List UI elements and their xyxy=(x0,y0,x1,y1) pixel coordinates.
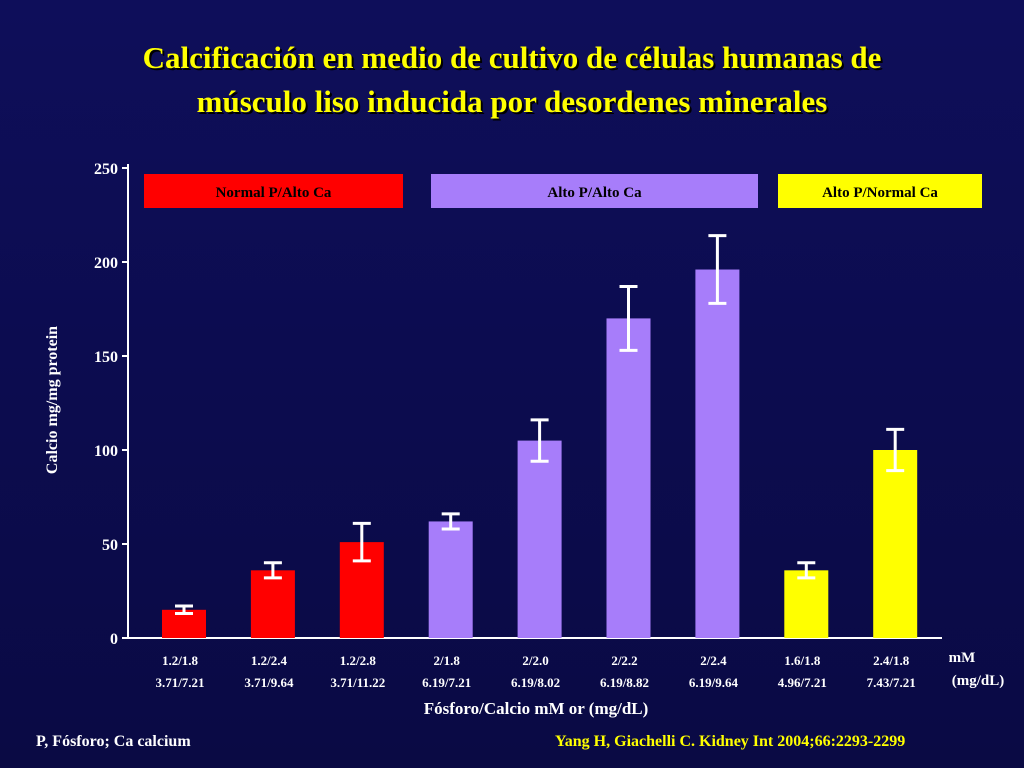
group-legend-label: Alto P/Alto Ca xyxy=(547,185,642,201)
bar xyxy=(428,521,473,638)
group-legend-box xyxy=(431,174,758,208)
x-tick-label-mm: 2/2.0 xyxy=(522,653,548,668)
x-tick-label-mm: 1.2/2.4 xyxy=(251,653,288,668)
x-tick-label-mm: 2/2.4 xyxy=(700,653,727,668)
x-unit-label-mgdl: (mg/dL) xyxy=(952,673,1005,689)
x-tick-label-mgdl: 6.19/9.64 xyxy=(689,675,739,690)
y-tick-label: 50 xyxy=(102,537,118,554)
bar xyxy=(250,570,295,638)
x-tick-label-mgdl: 3.71/7.21 xyxy=(155,675,204,690)
slide-title-line1: Calcificación en medio de cultivo de cél… xyxy=(142,40,882,75)
bar xyxy=(517,440,562,638)
y-tick-label: 200 xyxy=(94,255,118,272)
abbreviation-note: P, Fósforo; Ca calcium xyxy=(36,733,191,750)
x-tick-label-mgdl: 4.96/7.21 xyxy=(778,675,827,690)
group-legend-box xyxy=(144,174,403,208)
y-axis-label: Calcio mg/mg protein xyxy=(44,326,61,474)
x-tick-label-mm: 1.6/1.8 xyxy=(784,653,821,668)
group-legend-label: Alto P/Normal Ca xyxy=(822,185,938,201)
bar xyxy=(873,450,918,638)
x-tick-label-mm: 2.4/1.8 xyxy=(873,653,910,668)
y-tick-label: 250 xyxy=(94,161,118,178)
y-tick-label: 0 xyxy=(110,631,118,648)
x-axis-label: Fósforo/Calcio mM or (mg/dL) xyxy=(424,699,649,718)
x-tick-label-mgdl: 3.71/11.22 xyxy=(330,675,385,690)
x-tick-label-mm: 2/2.2 xyxy=(611,653,637,668)
slide-title-line2: músculo liso inducida por desordenes min… xyxy=(196,84,828,119)
x-tick-label-mm: 1.2/1.8 xyxy=(162,653,199,668)
x-tick-label-mgdl: 6.19/8.02 xyxy=(511,675,560,690)
x-tick-label-mm: 1.2/2.8 xyxy=(340,653,377,668)
bar xyxy=(784,570,829,638)
x-tick-label-mgdl: 6.19/7.21 xyxy=(422,675,471,690)
bar xyxy=(606,318,651,638)
x-tick-label-mgdl: 3.71/9.64 xyxy=(244,675,294,690)
bar xyxy=(695,269,740,638)
y-tick-label: 100 xyxy=(94,443,118,460)
x-tick-label-mgdl: 7.43/7.21 xyxy=(867,675,916,690)
group-legend-box xyxy=(778,174,982,208)
x-tick-label-mm: 2/1.8 xyxy=(434,653,461,668)
citation: Yang H, Giachelli C. Kidney Int 2004;66:… xyxy=(555,733,906,750)
y-tick-label: 150 xyxy=(94,349,118,366)
slide-title: Calcificación en medio de cultivo de cél… xyxy=(40,36,984,124)
group-legend-label: Normal P/Alto Ca xyxy=(216,185,332,201)
x-tick-label-mgdl: 6.19/8.82 xyxy=(600,675,649,690)
x-unit-label-mm: mM xyxy=(949,650,976,666)
